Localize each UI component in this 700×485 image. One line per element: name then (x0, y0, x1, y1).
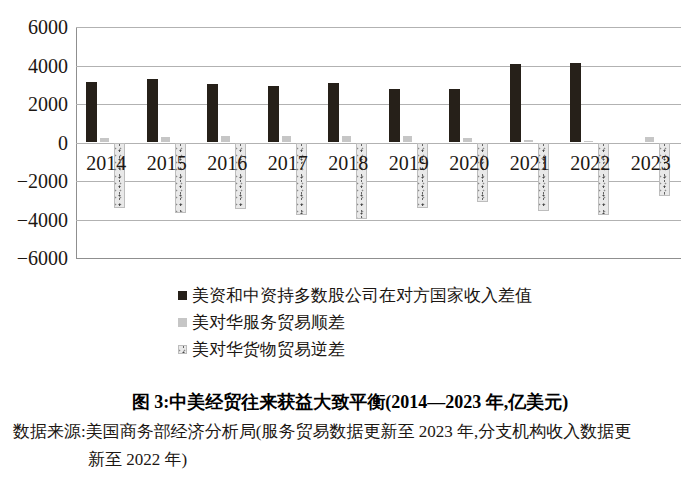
bar-solid-black-2016 (207, 84, 218, 143)
bar-solid-gray-2015 (161, 137, 170, 142)
legend-swatch-solid-black (178, 291, 187, 300)
y-axis-tick-label: −4000 (0, 208, 68, 232)
bar-solid-black-2022 (570, 63, 581, 143)
bar-solid-black-2015 (147, 79, 158, 143)
x-axis-tick-label: 2016 (197, 151, 258, 175)
gridline (76, 181, 681, 182)
legend-swatch-solid-gray (178, 318, 187, 327)
bar-solid-black-2021 (510, 64, 521, 143)
y-axis-tick-label: −6000 (0, 246, 68, 270)
x-axis-tick-label: 2023 (621, 151, 682, 175)
y-axis-tick-label: 4000 (0, 54, 68, 78)
x-axis-tick-label: 2022 (560, 151, 621, 175)
legend-swatch-speckle (178, 345, 187, 354)
chart-legend: 美资和中资持多数股公司在对方国家收入差值美对华服务贸易顺差美对华货物贸易逆差 (178, 282, 532, 363)
bar-solid-gray-2014 (100, 138, 109, 142)
bar-solid-black-2019 (389, 89, 400, 143)
bar-solid-black-2014 (86, 82, 97, 143)
x-axis-tick-label: 2017 (258, 151, 319, 175)
bar-solid-gray-2023 (645, 137, 654, 142)
y-axis-tick-label: −2000 (0, 169, 68, 193)
bar-solid-gray-2017 (282, 136, 291, 142)
bar-solid-black-2017 (268, 86, 279, 143)
x-axis-tick-label: 2014 (76, 151, 137, 175)
y-axis-tick-label: 0 (0, 131, 68, 155)
x-axis-tick-label: 2020 (439, 151, 500, 175)
y-axis-tick-label: 6000 (0, 15, 68, 39)
x-axis-tick-label: 2019 (379, 151, 440, 175)
legend-item: 美对华货物贸易逆差 (178, 336, 532, 363)
gridline (76, 66, 681, 67)
x-axis-tick-label: 2021 (500, 151, 561, 175)
data-source-line-1: 数据来源:美国商务部经济分析局(服务贸易数据更新至 2023 年,分支机构收入数… (13, 420, 631, 443)
gridline (76, 104, 681, 105)
y-axis-tick-label: 2000 (0, 92, 68, 116)
gridline (76, 143, 681, 144)
figure-container: 美资和中资持多数股公司在对方国家收入差值美对华服务贸易顺差美对华货物贸易逆差 图… (0, 0, 700, 485)
legend-item: 美资和中资持多数股公司在对方国家收入差值 (178, 282, 532, 309)
data-source-line-2: 新至 2022 年) (88, 448, 187, 471)
bar-solid-gray-2018 (342, 136, 351, 143)
bar-solid-gray-2021 (524, 140, 533, 143)
gridline (76, 220, 681, 221)
bar-solid-gray-2016 (221, 136, 230, 143)
figure-caption: 图 3:中美经贸往来获益大致平衡(2014—2023 年,亿美元) (0, 390, 700, 414)
legend-label: 美资和中资持多数股公司在对方国家收入差值 (192, 284, 532, 307)
legend-label: 美对华货物贸易逆差 (192, 338, 345, 361)
legend-item: 美对华服务贸易顺差 (178, 309, 532, 336)
legend-label: 美对华服务贸易顺差 (192, 311, 345, 334)
bar-solid-gray-2020 (463, 138, 472, 142)
gridline (76, 27, 681, 28)
x-axis-tick-label: 2018 (318, 151, 379, 175)
bar-solid-black-2020 (449, 89, 460, 143)
bar-solid-gray-2019 (403, 136, 412, 142)
bar-solid-black-2018 (328, 83, 339, 143)
gridline (76, 258, 681, 259)
bar-solid-gray-2022 (584, 141, 593, 143)
x-axis-tick-label: 2015 (137, 151, 198, 175)
